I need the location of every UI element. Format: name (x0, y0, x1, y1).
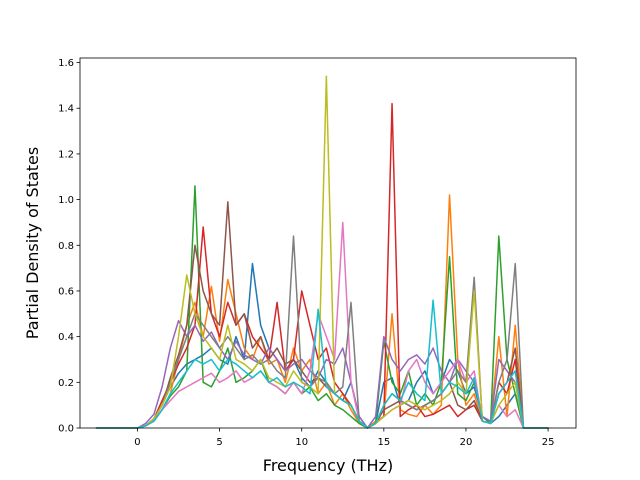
x-tick-label: 15 (377, 437, 390, 448)
series-layer (95, 75, 549, 429)
y-tick-label: 1.4 (58, 104, 74, 115)
y-tick-label: 1.2 (58, 149, 74, 160)
x-tick-label: 5 (216, 437, 222, 448)
y-tick-label: 0.4 (58, 332, 74, 343)
series-line-10 (95, 299, 549, 429)
series-line-7 (95, 221, 549, 429)
x-tick-label: 10 (295, 437, 308, 448)
x-tick-label: 20 (460, 437, 473, 448)
y-tick-label: 0.0 (58, 424, 74, 435)
plot-frame (79, 57, 577, 429)
y-tick-label: 0.6 (58, 286, 74, 297)
x-tick-label: 25 (542, 437, 555, 448)
x-axis-label: Frequency (THz) (263, 456, 393, 475)
series-line-4 (95, 102, 549, 429)
y-tick-label: 0.8 (58, 241, 74, 252)
y-axis-label: Partial Density of States (23, 147, 42, 339)
y-tick-label: 1.0 (58, 195, 74, 206)
y-tick-label: 1.6 (58, 58, 74, 69)
series-line-9 (95, 75, 549, 429)
x-axis: 0 5 10 15 20 25 (134, 428, 554, 448)
x-tick-label: 0 (134, 437, 140, 448)
y-tick-label: 0.2 (58, 378, 74, 389)
y-axis: 0.0 0.2 0.4 0.6 0.8 1.0 1.2 1.4 1.6 (58, 58, 80, 435)
